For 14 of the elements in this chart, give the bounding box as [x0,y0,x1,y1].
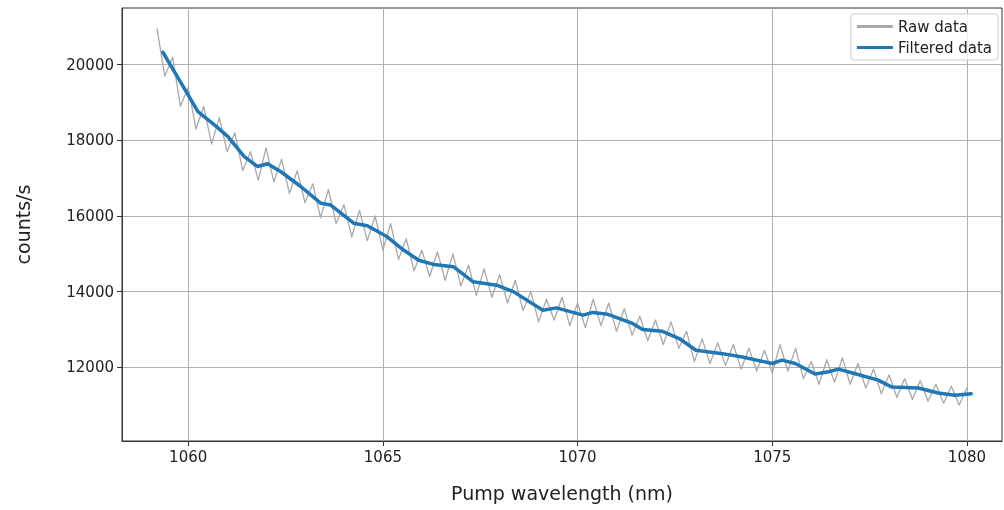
legend-label: Filtered data [897,38,992,57]
y-axis-title: counts/s [11,184,34,265]
x-tick-label: 1065 [363,447,402,466]
y-tick-label: 12000 [66,358,114,377]
legend-label: Raw data [897,17,968,36]
y-tick-label: 18000 [66,131,114,150]
x-tick-label: 1080 [947,447,987,466]
x-tick-label: 1070 [558,447,597,466]
x-axis-title: Pump wavelength (nm) [451,481,673,504]
x-tick-label: 1060 [169,447,208,466]
y-tick-label: 14000 [66,282,114,301]
y-tick-label: 20000 [66,55,114,74]
x-tick-label: 1075 [753,447,792,466]
y-tick-label: 16000 [66,206,114,225]
